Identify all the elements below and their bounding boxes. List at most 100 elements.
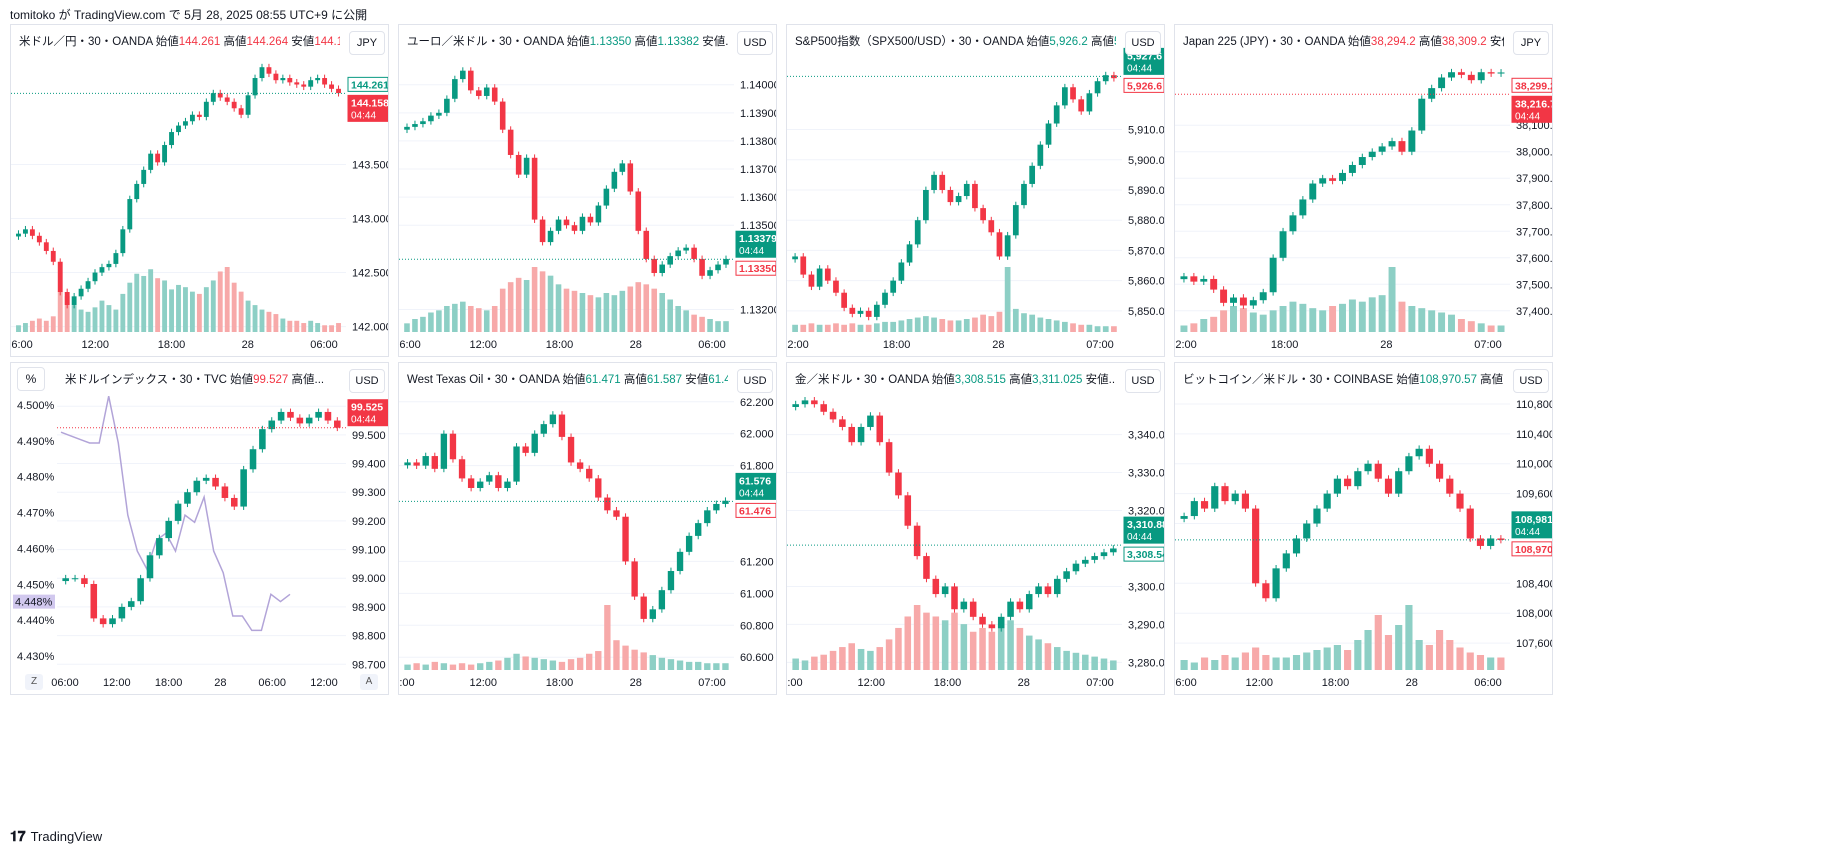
volume-bar xyxy=(440,663,448,670)
y-tick-label: 37,600.0 xyxy=(1516,253,1552,265)
left-tick-label: 4.450% xyxy=(17,579,55,591)
svg-text:04:44: 04:44 xyxy=(1127,532,1152,543)
y-tick-label: 98.800 xyxy=(352,631,386,643)
candle-body xyxy=(867,415,874,427)
y-tick-label: 37,500.0 xyxy=(1516,279,1552,291)
zoom-scale-button[interactable]: Z xyxy=(25,674,43,690)
candle-body xyxy=(691,247,697,259)
candle-body xyxy=(1425,448,1433,464)
candle-body xyxy=(1292,538,1301,554)
candle-body xyxy=(576,462,584,469)
symbol-title[interactable]: 米ドル／円・30・OANDA 始値144.261 高値144.264 安値144… xyxy=(19,33,340,49)
volume-bar xyxy=(499,288,506,332)
volume-bar xyxy=(1259,314,1267,332)
symbol-title[interactable]: Japan 225 (JPY)・30・OANDA 始値38,294.2 高値38… xyxy=(1183,33,1504,49)
volume-bar xyxy=(1063,650,1070,670)
candle-body xyxy=(36,235,42,243)
volume-bar xyxy=(631,649,638,670)
candle-body xyxy=(322,78,328,85)
candle-body xyxy=(873,304,880,317)
chart-panel-gold[interactable]: 3,340.000 3,330.000 3,320.000 3,300.000 3,29… xyxy=(786,362,1165,695)
volume-bar xyxy=(1037,317,1044,332)
currency-label[interactable]: JPY xyxy=(349,31,385,55)
volume-bar xyxy=(576,657,584,670)
chart-panel-usdjpy[interactable]: 143.500 143.000 142.500 142.000 06:00 12:00 18… xyxy=(10,24,389,357)
currency-label[interactable]: USD xyxy=(349,369,385,393)
volume-bar xyxy=(1269,310,1277,332)
chart-panel-wti[interactable]: 62.200 62.000 61.800 61.200 61.000 60.800 60.6… xyxy=(398,362,777,695)
x-tick-label: 18:00 xyxy=(883,339,911,351)
x-tick-label: 06:00 xyxy=(11,339,33,351)
x-tick-label: 07:00 xyxy=(1086,677,1114,689)
left-tick-label: 4.470% xyxy=(17,508,55,520)
candle-body xyxy=(202,477,210,481)
title-segment: 61.587 xyxy=(646,374,683,386)
currency-label[interactable]: JPY xyxy=(1513,31,1549,55)
candle-body xyxy=(468,70,474,91)
volume-bar xyxy=(1082,654,1089,670)
volume-bar xyxy=(1388,267,1396,332)
svg-text:38,299.2: 38,299.2 xyxy=(1515,80,1552,92)
title-segment: 38,309.2 xyxy=(1441,36,1487,48)
candle-body xyxy=(1448,72,1455,78)
candle-body xyxy=(334,420,341,428)
candle-body xyxy=(923,556,930,579)
currency-label[interactable]: USD xyxy=(737,369,773,393)
y-tick-label: 99.300 xyxy=(352,487,386,499)
volume-bar xyxy=(467,664,475,670)
symbol-title[interactable]: S&P500指数（SPX500/USD）・30・OANDA 始値5,926.2 … xyxy=(795,33,1116,49)
volume-bar xyxy=(252,305,258,332)
symbol-title[interactable]: ビットコイン／米ドル・30・COINBASE 始値108,970.57 高値..… xyxy=(1183,371,1504,387)
symbol-title[interactable]: West Texas Oil・30・OANDA 始値61.471 高値61.58… xyxy=(407,371,728,387)
candle-body xyxy=(174,503,182,521)
volume-bar xyxy=(231,282,237,332)
x-tick-label: 28 xyxy=(630,677,642,689)
svg-text:3,310.885: 3,310.885 xyxy=(1127,519,1164,531)
volume-bar xyxy=(1072,652,1080,670)
volume-bar xyxy=(951,612,958,670)
percent-scale-label[interactable]: % xyxy=(17,367,45,391)
auto-scale-button[interactable]: A xyxy=(360,674,378,690)
y-tick-label: 99.000 xyxy=(352,573,386,585)
volume-bar xyxy=(1415,640,1423,670)
y-tick-label: 108,400.00 xyxy=(1516,578,1552,590)
currency-label[interactable]: USD xyxy=(737,31,773,55)
volume-bar xyxy=(595,651,602,670)
volume-bar xyxy=(210,280,216,332)
candle-body xyxy=(1230,297,1237,303)
chart-panel-eurusd[interactable]: 1.14000 1.13900 1.13800 1.13700 1.13600 1.135… xyxy=(398,24,777,357)
symbol-title[interactable]: ユーロ／米ドル・30・OANDA 始値1.13350 高値1.13382 安値.… xyxy=(407,33,728,49)
volume-bar xyxy=(1190,662,1198,670)
volume-bar xyxy=(189,291,195,332)
y-tick-label: 3,340.000 xyxy=(1128,430,1164,442)
title-segment: 高値 xyxy=(220,36,247,48)
title-segment: 5,926.2 xyxy=(1049,36,1088,48)
y-tick-label: 110,400.00 xyxy=(1516,429,1552,441)
title-segment: 安値... xyxy=(1489,36,1504,48)
volume-bar xyxy=(685,661,693,670)
volume-bar xyxy=(1200,657,1209,670)
volume-bar xyxy=(43,320,49,332)
currency-label[interactable]: USD xyxy=(1513,369,1549,393)
x-tick-label: 07:00 xyxy=(1474,339,1502,351)
currency-label[interactable]: USD xyxy=(1125,31,1161,55)
candle-body xyxy=(1368,151,1376,158)
candle-body xyxy=(1378,146,1386,152)
chart-panel-dxy[interactable]: 99.60099.50099.40099.30099.20099.10099.0… xyxy=(10,362,389,695)
candle-body xyxy=(252,78,258,96)
currency-label[interactable]: USD xyxy=(1125,369,1161,393)
candle-body xyxy=(876,415,884,443)
candle-body xyxy=(1259,292,1267,301)
chart-panel-jp225[interactable]: 38,100.0 38,000.0 37,900.0 37,800.0 37,700.0… xyxy=(1174,24,1553,357)
symbol-title[interactable]: 金／米ドル・30・OANDA 始値3,308.515 高値3,311.025 安… xyxy=(795,371,1116,387)
volume-bar xyxy=(722,663,729,670)
chart-panel-btcusd[interactable]: 110,800.00 110,400.00 110,000.00 109,600.00… xyxy=(1174,362,1553,695)
volume-bar xyxy=(531,657,538,670)
volume-bar xyxy=(972,317,978,332)
symbol-title[interactable]: 米ドルインデックス・30・TVC 始値99.527 高値... xyxy=(65,371,325,387)
y-tick-label: 142.500 xyxy=(352,268,388,280)
chart-panel-spx500[interactable]: 5,910.0 5,900.0 5,890.0 5,880.0 5,870.0 5,860… xyxy=(786,24,1165,357)
candle-body xyxy=(849,307,856,314)
